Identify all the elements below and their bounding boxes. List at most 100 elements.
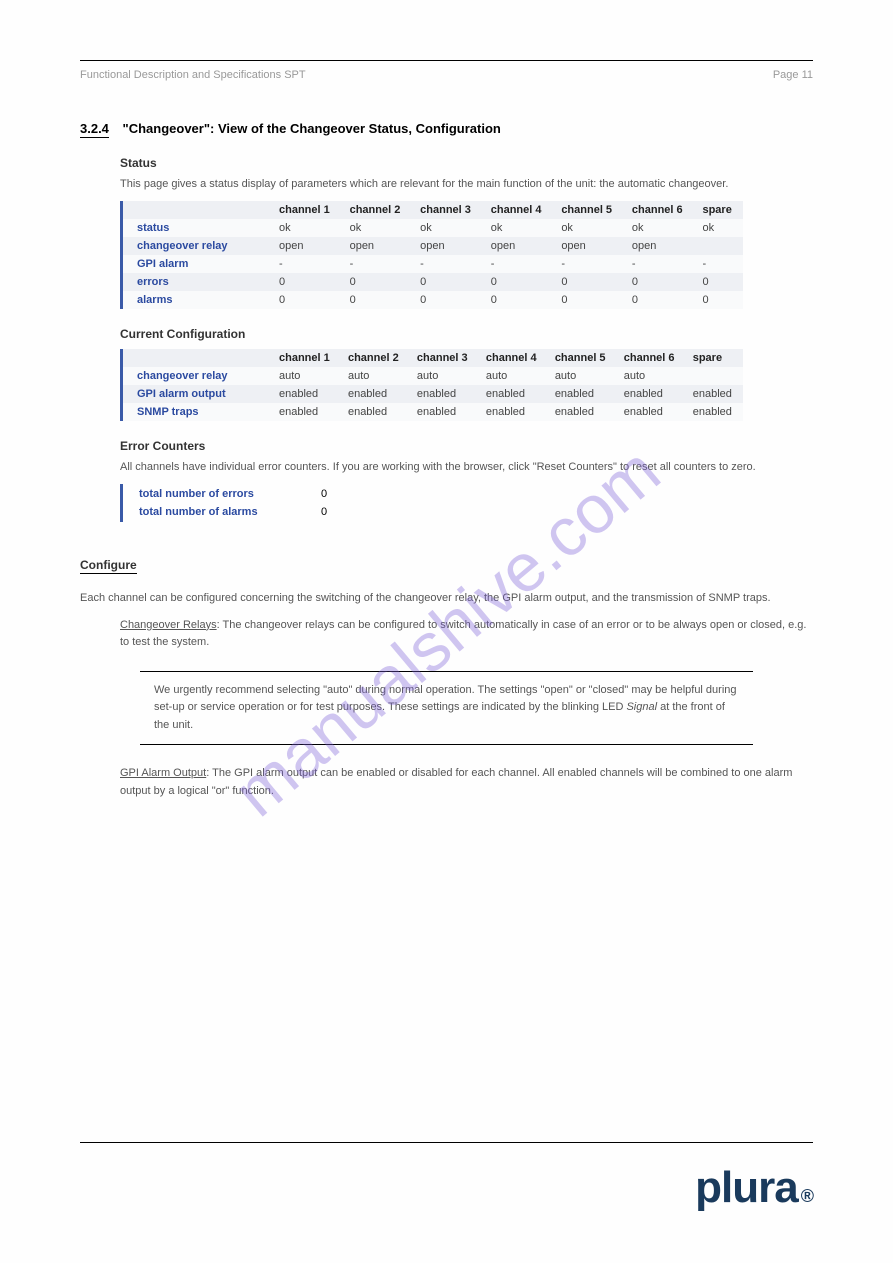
changeover-relays-block: Changeover Relays: The changeover relays…: [120, 617, 813, 651]
cell-value: -: [485, 255, 556, 273]
cell-value: enabled: [273, 385, 342, 403]
changeover-relays-text: The changeover relays can be configured …: [120, 619, 806, 648]
status-subhead: Status: [120, 156, 813, 170]
cell-value: -: [555, 255, 626, 273]
cell-value: [687, 367, 743, 385]
recommendation-box: We urgently recommend selecting "auto" d…: [140, 671, 753, 746]
cell-value: ok: [626, 219, 697, 237]
cell-value: enabled: [618, 403, 687, 421]
intro-text: This page gives a status display of para…: [120, 176, 813, 193]
header-rule: [80, 60, 813, 61]
cell-value: auto: [273, 367, 342, 385]
box-signal-word: Signal: [626, 701, 657, 713]
row-label: errors: [123, 273, 273, 291]
page-header: Functional Description and Specification…: [80, 69, 813, 81]
cell-value: 0: [555, 291, 626, 309]
cell-value: enabled: [480, 403, 549, 421]
cell-value: ok: [273, 219, 344, 237]
cell-value: -: [414, 255, 485, 273]
col-header: channel 4: [485, 201, 556, 219]
section-number: 3.2.4: [80, 121, 109, 138]
row-label: GPI alarm: [123, 255, 273, 273]
cell-value: open: [626, 237, 697, 255]
errors-note: All channels have individual error count…: [120, 459, 813, 476]
cell-value: enabled: [687, 385, 743, 403]
cell-value: auto: [411, 367, 480, 385]
cell-value: 0: [626, 273, 697, 291]
cell-value: 0: [273, 273, 344, 291]
gpi-alarm-block: GPI Alarm Output: The GPI alarm output c…: [120, 765, 813, 799]
cell-value: ok: [696, 219, 743, 237]
col-header: channel 6: [626, 201, 697, 219]
cell-value: enabled: [411, 385, 480, 403]
cell-value: 0: [696, 273, 743, 291]
changeover-relays-label: Changeover Relays: [120, 619, 217, 631]
status-table-wrap: channel 1channel 2channel 3channel 4chan…: [120, 201, 813, 309]
configure-text: Each channel can be configured concernin…: [80, 590, 813, 607]
cell-value: auto: [618, 367, 687, 385]
col-header: channel 5: [549, 349, 618, 367]
row-label: changeover relay: [123, 237, 273, 255]
cell-value: 0: [696, 291, 743, 309]
total-value: 0: [307, 486, 741, 502]
col-header: channel 5: [555, 201, 626, 219]
total-label: total number of errors: [125, 486, 305, 502]
cell-value: auto: [549, 367, 618, 385]
col-header: spare: [687, 349, 743, 367]
row-label: status: [123, 219, 273, 237]
header-right: Page 11: [773, 69, 813, 81]
footer-rule: [80, 1142, 813, 1143]
cell-value: 0: [555, 273, 626, 291]
cell-value: enabled: [618, 385, 687, 403]
cell-value: enabled: [549, 403, 618, 421]
errors-subhead: Error Counters: [120, 439, 813, 453]
cell-value: open: [485, 237, 556, 255]
cell-value: enabled: [342, 385, 411, 403]
col-header: channel 4: [480, 349, 549, 367]
config-table: channel 1channel 2channel 3channel 4chan…: [123, 349, 743, 421]
cell-value: 0: [414, 291, 485, 309]
header-left: Functional Description and Specification…: [80, 69, 306, 81]
row-label: GPI alarm output: [123, 385, 273, 403]
totals-table: total number of errors0total number of a…: [123, 484, 743, 522]
cell-value: 0: [414, 273, 485, 291]
cell-value: 0: [485, 291, 556, 309]
col-header: channel 2: [344, 201, 415, 219]
cell-value: -: [696, 255, 743, 273]
cell-value: open: [555, 237, 626, 255]
cell-value: -: [273, 255, 344, 273]
cell-value: -: [626, 255, 697, 273]
cell-value: ok: [485, 219, 556, 237]
totals-table-wrap: total number of errors0total number of a…: [120, 484, 813, 522]
section-title: "Changeover": View of the Changeover Sta…: [123, 121, 501, 136]
cell-value: 0: [626, 291, 697, 309]
plura-logo: plura®: [695, 1163, 813, 1213]
total-value: 0: [307, 504, 741, 520]
cell-value: enabled: [273, 403, 342, 421]
col-header: channel 3: [414, 201, 485, 219]
section-heading: 3.2.4 "Changeover": View of the Changeov…: [80, 121, 813, 138]
status-table: channel 1channel 2channel 3channel 4chan…: [123, 201, 743, 309]
gpi-alarm-label: GPI Alarm Output: [120, 767, 206, 779]
col-header: channel 1: [273, 349, 342, 367]
cell-value: 0: [273, 291, 344, 309]
col-header: channel 1: [273, 201, 344, 219]
cell-value: ok: [555, 219, 626, 237]
cell-value: [696, 237, 743, 255]
cell-value: auto: [342, 367, 411, 385]
cell-value: enabled: [687, 403, 743, 421]
col-header: channel 6: [618, 349, 687, 367]
cell-value: open: [414, 237, 485, 255]
cell-value: ok: [344, 219, 415, 237]
total-label: total number of alarms: [125, 504, 305, 520]
configure-head: Configure: [80, 558, 137, 574]
col-header: channel 2: [342, 349, 411, 367]
cell-value: open: [273, 237, 344, 255]
col-header: spare: [696, 201, 743, 219]
row-label: alarms: [123, 291, 273, 309]
col-header: channel 3: [411, 349, 480, 367]
cell-value: -: [344, 255, 415, 273]
cell-value: ok: [414, 219, 485, 237]
cell-value: open: [344, 237, 415, 255]
row-label: SNMP traps: [123, 403, 273, 421]
